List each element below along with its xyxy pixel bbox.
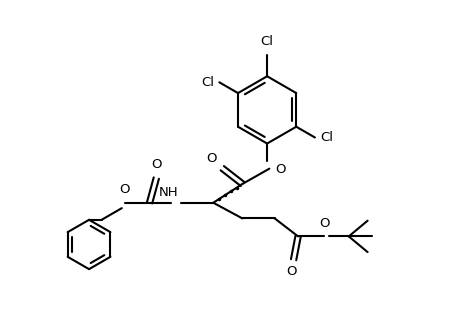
Text: O: O — [120, 183, 130, 196]
Text: NH: NH — [159, 186, 179, 199]
Text: Cl: Cl — [320, 131, 333, 144]
Text: O: O — [319, 217, 329, 230]
Text: Cl: Cl — [201, 76, 214, 89]
Text: O: O — [286, 265, 297, 278]
Text: Cl: Cl — [261, 35, 273, 48]
Text: O: O — [275, 163, 286, 176]
Text: O: O — [207, 152, 217, 165]
Text: O: O — [151, 158, 162, 171]
